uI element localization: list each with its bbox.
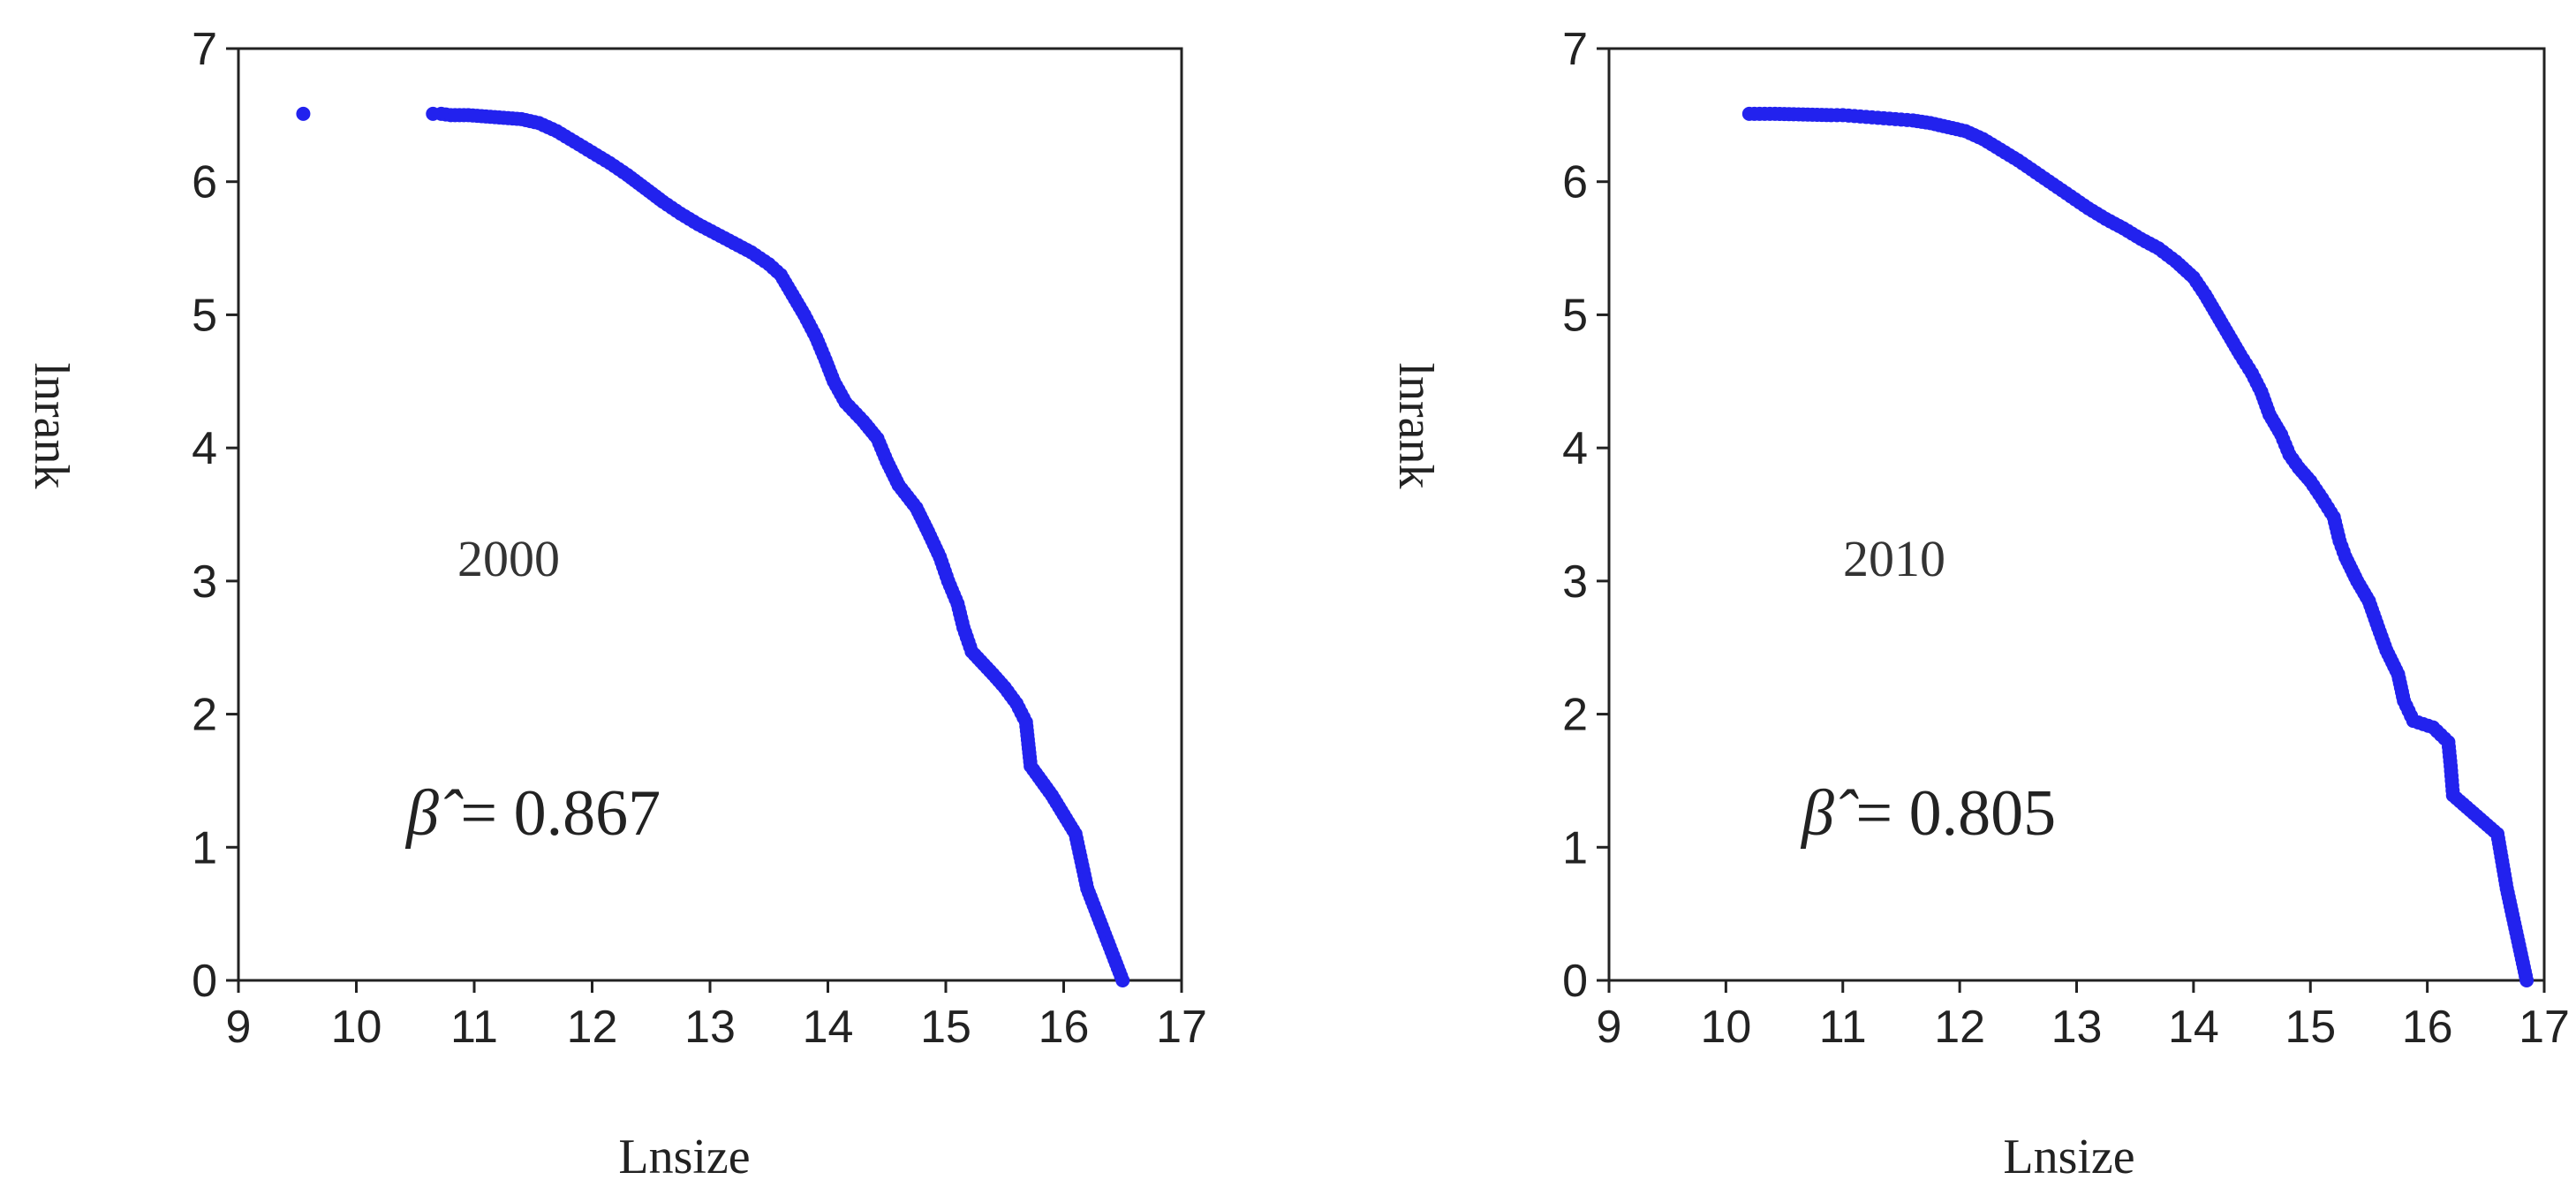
- x-tick-label: 13: [684, 1002, 736, 1053]
- y-tick-label: 7: [1562, 24, 1588, 75]
- data-points: [296, 106, 1130, 987]
- year-annotation: 2000: [457, 530, 560, 587]
- x-tick-label: 17: [1156, 1002, 1207, 1053]
- x-tick-label: 11: [1819, 1002, 1867, 1053]
- x-tick-label: 16: [1039, 1002, 1090, 1053]
- y-tick-label: 4: [1562, 423, 1588, 474]
- y-tick-label: 1: [192, 822, 217, 874]
- y-tick-label: 5: [1562, 290, 1588, 341]
- beta-annotation: β̂ = 0.805: [1800, 777, 2056, 850]
- data-point: [296, 106, 311, 121]
- plot-frame: [237, 47, 1183, 982]
- x-tick-label: 11: [450, 1002, 498, 1053]
- x-ticks: 9 10 11 12 13 14 15 16 17: [226, 980, 1207, 1053]
- beta-annotation: β̂ = 0.867: [404, 777, 661, 850]
- y-tick-label: 2: [192, 690, 217, 741]
- y-tick-label: 5: [192, 290, 217, 341]
- x-tick-label: 9: [226, 1002, 252, 1053]
- y-tick-label: 7: [192, 24, 217, 75]
- beta-value: = 0.805: [1855, 777, 2056, 850]
- x-axis-label: Lnsize: [618, 1130, 750, 1184]
- y-tick-label: 1: [1562, 822, 1588, 874]
- year-annotation: 2010: [1843, 530, 1945, 587]
- beta-value: = 0.867: [460, 777, 661, 850]
- y-tick-label: 0: [192, 956, 217, 1007]
- data-point: [1115, 973, 1130, 987]
- x-tick-label: 16: [2402, 1002, 2453, 1053]
- data-points: [1741, 106, 2534, 987]
- y-tick-label: 3: [1562, 556, 1588, 608]
- x-tick-label: 13: [2051, 1002, 2103, 1053]
- y-tick-label: 6: [1562, 157, 1588, 208]
- x-tick-label: 12: [1934, 1002, 1985, 1053]
- x-tick-label: 10: [1700, 1002, 1751, 1053]
- x-tick-label: 14: [803, 1002, 854, 1053]
- y-tick-label: 3: [192, 556, 217, 608]
- x-tick-label: 17: [2519, 1002, 2570, 1053]
- x-axis-label: Lnsize: [2003, 1130, 2134, 1184]
- x-tick-label: 14: [2168, 1002, 2219, 1053]
- plot-frame: [1607, 47, 2546, 982]
- x-ticks: 9 10 11 12 13 14 15 16 17: [1597, 980, 2570, 1053]
- y-tick-label: 6: [192, 157, 217, 208]
- y-tick-label: 4: [192, 423, 217, 474]
- y-tick-label: 0: [1562, 956, 1588, 1007]
- beta-symbol: β̂: [1800, 777, 1859, 850]
- y-axis-label: lnrank: [24, 362, 79, 488]
- beta-symbol: β̂: [404, 777, 464, 850]
- x-tick-label: 12: [567, 1002, 618, 1053]
- x-tick-label: 15: [2285, 1002, 2336, 1053]
- y-axis-label: lnrank: [1388, 362, 1443, 488]
- data-point: [2519, 973, 2534, 987]
- y-ticks: 0 1 2 3 4 5 6 7: [192, 24, 238, 1007]
- x-tick-label: 9: [1597, 1002, 1622, 1053]
- y-tick-label: 2: [1562, 690, 1588, 741]
- x-tick-label: 10: [331, 1002, 382, 1053]
- x-tick-label: 15: [920, 1002, 971, 1053]
- y-ticks: 0 1 2 3 4 5 6 7: [1562, 24, 1609, 1007]
